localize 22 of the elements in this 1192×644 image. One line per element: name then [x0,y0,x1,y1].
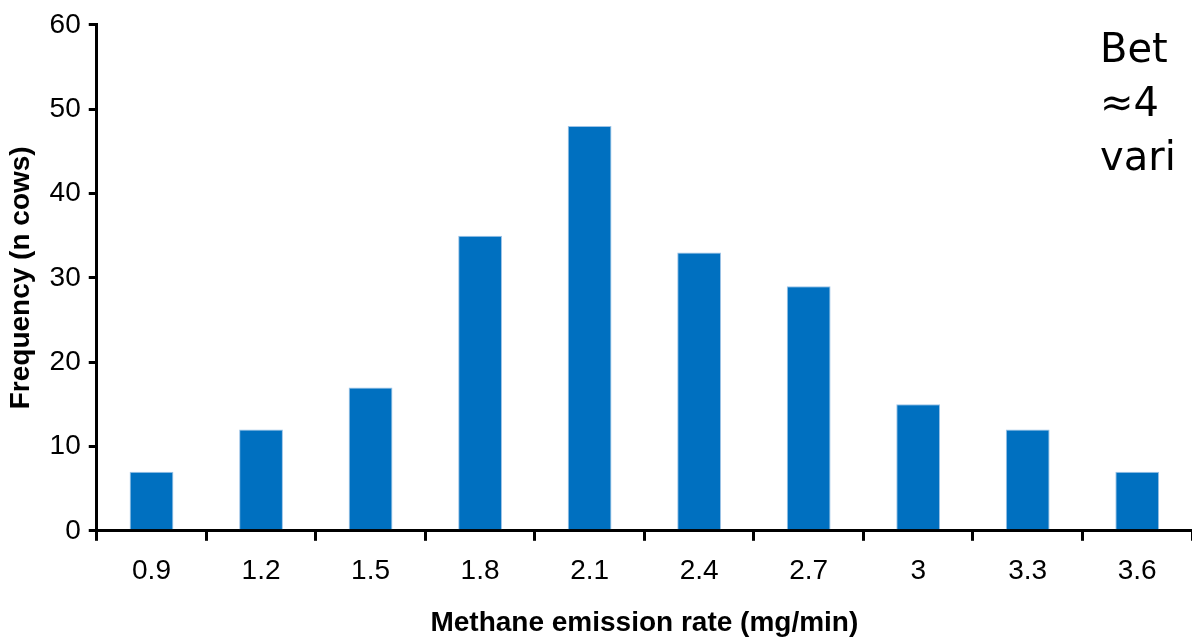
x-tick-label: 3.6 [1117,554,1157,586]
x-tick-label: 3.3 [1008,554,1048,586]
y-tick-label: 50 [49,91,81,123]
x-tick-label: 1.2 [241,554,281,586]
annotation: vari [1100,133,1176,179]
x-tick-label: 3 [910,554,926,586]
annotation: Bet [1100,25,1168,71]
x-tick-label: 1.8 [460,554,500,586]
y-axis-title: Frequency (n cows) [3,146,35,410]
y-tick-label: 0 [65,513,81,545]
x-tick-label: 0.9 [132,554,171,586]
y-tick-label: 40 [49,176,81,208]
y-tick-label: 60 [49,7,81,39]
x-tick-label: 2.4 [679,554,719,586]
y-tick-label: 20 [49,344,81,376]
y-tick-label: 10 [49,429,81,461]
x-tick-label: 2.1 [570,554,610,586]
x-axis-title: Methane emission rate (mg/min) [430,605,859,637]
x-tick-label: 2.7 [789,554,829,586]
x-tick-label: 1.5 [351,554,391,586]
y-tick-label: 30 [49,260,81,292]
annotation: ≈4 [1100,79,1159,125]
